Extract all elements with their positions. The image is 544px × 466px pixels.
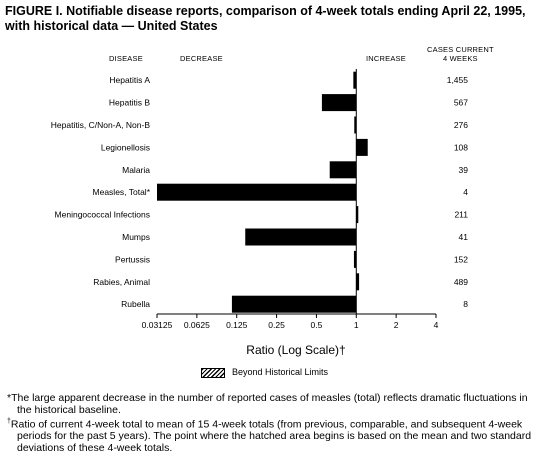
cases-value: 211 [454, 210, 468, 220]
x-tick-label: 4 [434, 320, 439, 330]
legend-label: Beyond Historical Limits [232, 367, 329, 377]
cases-value: 489 [454, 277, 468, 287]
footnotes: *The large apparent decrease in the numb… [5, 392, 541, 454]
ratio-bar [354, 116, 357, 134]
ratio-bar [353, 71, 357, 89]
cases-value: 152 [454, 254, 468, 264]
ratio-bar-chart: Hepatitis A 1,455 Hepatitis B 567 Hepatitis,… [51, 69, 469, 357]
category-label: Hepatitis, C/Non-A, Non-B [51, 120, 151, 130]
increase-header: INCREASE [366, 54, 406, 63]
cases-header-line1: CASES CURRENT [427, 45, 494, 54]
cases-value: 4 [463, 187, 468, 197]
footnote-measles: *The large apparent decrease in the numb… [7, 392, 528, 416]
ratio-bar [157, 183, 357, 201]
ratio-bar [356, 206, 359, 224]
category-label: Legionellosis [101, 142, 150, 152]
cases-value: 39 [459, 165, 469, 175]
category-label: Rabies, Animal [93, 277, 150, 287]
x-tick-label: 1 [354, 320, 359, 330]
x-tick-label: 0.5 [311, 320, 323, 330]
cases-header-line2: 4 WEEKS [443, 54, 478, 63]
footnote-ratio-text: Ratio of current 4-week total to mean of… [10, 418, 532, 454]
cases-value: 567 [454, 98, 468, 108]
decrease-header: DECREASE [180, 54, 223, 63]
ratio-bar [356, 138, 368, 156]
ratio-bar [353, 250, 357, 268]
cases-value: 276 [454, 120, 468, 130]
dagger-mark: † [7, 418, 11, 425]
cases-value: 41 [459, 232, 469, 242]
cases-value: 108 [454, 142, 468, 152]
category-label: Hepatitis B [109, 98, 150, 108]
cases-value: 8 [463, 299, 468, 309]
category-label: Mumps [122, 232, 150, 242]
category-label: Malaria [122, 165, 150, 175]
x-tick-label: 0.125 [226, 320, 248, 330]
cases-value: 1,455 [447, 75, 469, 85]
x-tick-label: 0.25 [268, 320, 285, 330]
category-label: Pertussis [115, 254, 150, 264]
legend-hatch-swatch [201, 368, 225, 378]
ratio-bar [356, 273, 360, 291]
x-axis-label: Ratio (Log Scale)† [246, 343, 345, 357]
footnote-ratio: †Ratio of current 4-week total to mean o… [7, 416, 541, 454]
x-tick-label: 2 [394, 320, 399, 330]
ratio-bar [231, 295, 357, 313]
figure-title: FIGURE I. Notifiable disease reports, co… [5, 4, 526, 33]
category-label: Measles, Total* [93, 187, 151, 197]
category-label: Hepatitis A [109, 75, 150, 85]
disease-column-header: DISEASE [109, 54, 143, 63]
category-label: Meningococcal Infections [55, 210, 150, 220]
x-tick-label: 0.0625 [184, 320, 210, 330]
ratio-bar [245, 228, 357, 246]
ratio-bar [321, 94, 357, 112]
category-label: Rubella [121, 299, 150, 309]
x-tick-label: 0.03125 [142, 320, 173, 330]
ratio-bar [329, 161, 357, 179]
